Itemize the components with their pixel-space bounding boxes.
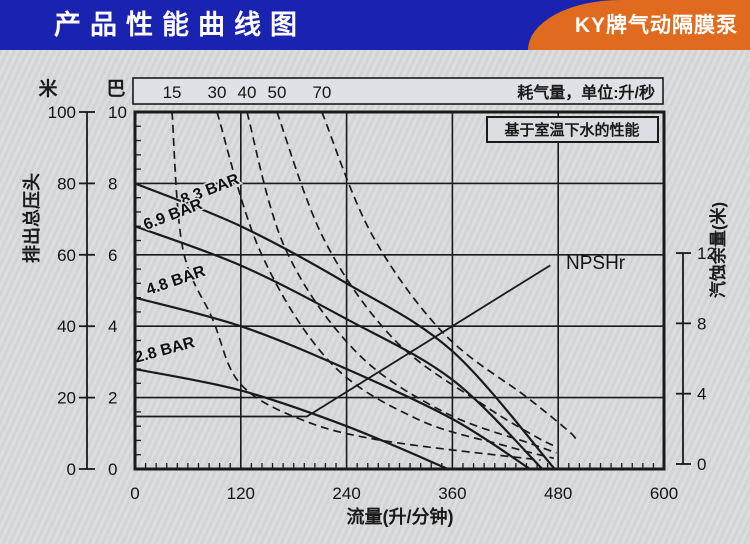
left-axis-title: 排出总压头 — [21, 173, 42, 263]
page-title: 产品性能曲线图 — [54, 10, 306, 40]
right-axis-title: 汽蚀余量(米) — [708, 202, 728, 298]
flow-tick-label: 0 — [130, 484, 139, 503]
npsh-tick-label: 0 — [697, 455, 706, 474]
bar-tick-label: 8 — [108, 174, 117, 193]
head-curve-label: 2.8 BAR — [133, 334, 197, 366]
npsh-tick-label: 8 — [697, 314, 706, 333]
head-curve-label: 6.9 BAR — [141, 196, 205, 234]
head-curve-2.8-bar — [135, 367, 449, 469]
note-box — [486, 116, 659, 143]
flow-tick-label: 480 — [544, 484, 572, 503]
air-curve-70 — [321, 112, 577, 440]
plot-border — [133, 110, 666, 471]
meters-unit-label: 米 — [38, 77, 58, 100]
air-value-label: 50 — [267, 83, 286, 102]
flow-tick-label: 120 — [227, 484, 255, 503]
x-axis-title: 流量(升/分钟) — [347, 506, 454, 527]
flow-tick-label: 240 — [332, 484, 360, 503]
bar-tick-label: 6 — [108, 246, 117, 265]
meters-tick-label: 60 — [57, 246, 76, 265]
head-curve-8.3-bar — [135, 182, 556, 469]
bar-tick-label: 10 — [108, 103, 127, 122]
air-consumption-values: 15 30 40 50 70 — [163, 83, 332, 102]
brand-badge-label: KY牌气动隔膜泵 — [574, 14, 738, 37]
air-curve-40 — [246, 112, 557, 454]
head-curve-6.9-bar — [135, 225, 544, 469]
flow-tick-label: 600 — [650, 484, 678, 503]
flow-tick-label: 360 — [438, 484, 466, 503]
brand-badge: KY牌气动隔膜泵 — [528, 0, 750, 50]
air-value-label: 15 — [163, 83, 182, 102]
meters-tick-label: 40 — [57, 317, 76, 336]
meters-tick-label: 0 — [67, 460, 76, 479]
npsh-tick-label: 12 — [697, 244, 716, 263]
bar-unit-label: 巴 — [106, 79, 125, 100]
air-consumption-note: 耗气量，单位:升/秒 — [517, 83, 655, 102]
head-curve-label: 4.8 BAR — [144, 263, 208, 299]
air-value-label: 30 — [208, 83, 227, 102]
meters-tick-label: 80 — [57, 174, 76, 193]
npsh-tick-label: 4 — [697, 385, 706, 404]
npshr-label: NPSHr — [566, 253, 626, 274]
bar-tick-label: 4 — [108, 317, 117, 336]
meters-tick-label: 100 — [48, 103, 76, 122]
meters-tick-label: 20 — [57, 389, 76, 408]
note-box-text: 基于室温下水的性能 — [503, 121, 639, 139]
air-curve-15 — [171, 112, 541, 461]
air-curve-30 — [216, 112, 555, 460]
curves-group — [135, 112, 577, 469]
air-consumption-box — [132, 77, 664, 105]
header-banner: 产品性能曲线图 KY牌气动隔膜泵 — [0, 0, 750, 50]
bar-tick-label: 0 — [108, 460, 117, 479]
head-curve-4.8-bar — [135, 296, 531, 469]
air-value-label: 40 — [238, 83, 257, 102]
bar-tick-label: 2 — [108, 389, 117, 408]
air-value-label: 70 — [312, 83, 331, 102]
npshr-curve — [135, 264, 551, 418]
